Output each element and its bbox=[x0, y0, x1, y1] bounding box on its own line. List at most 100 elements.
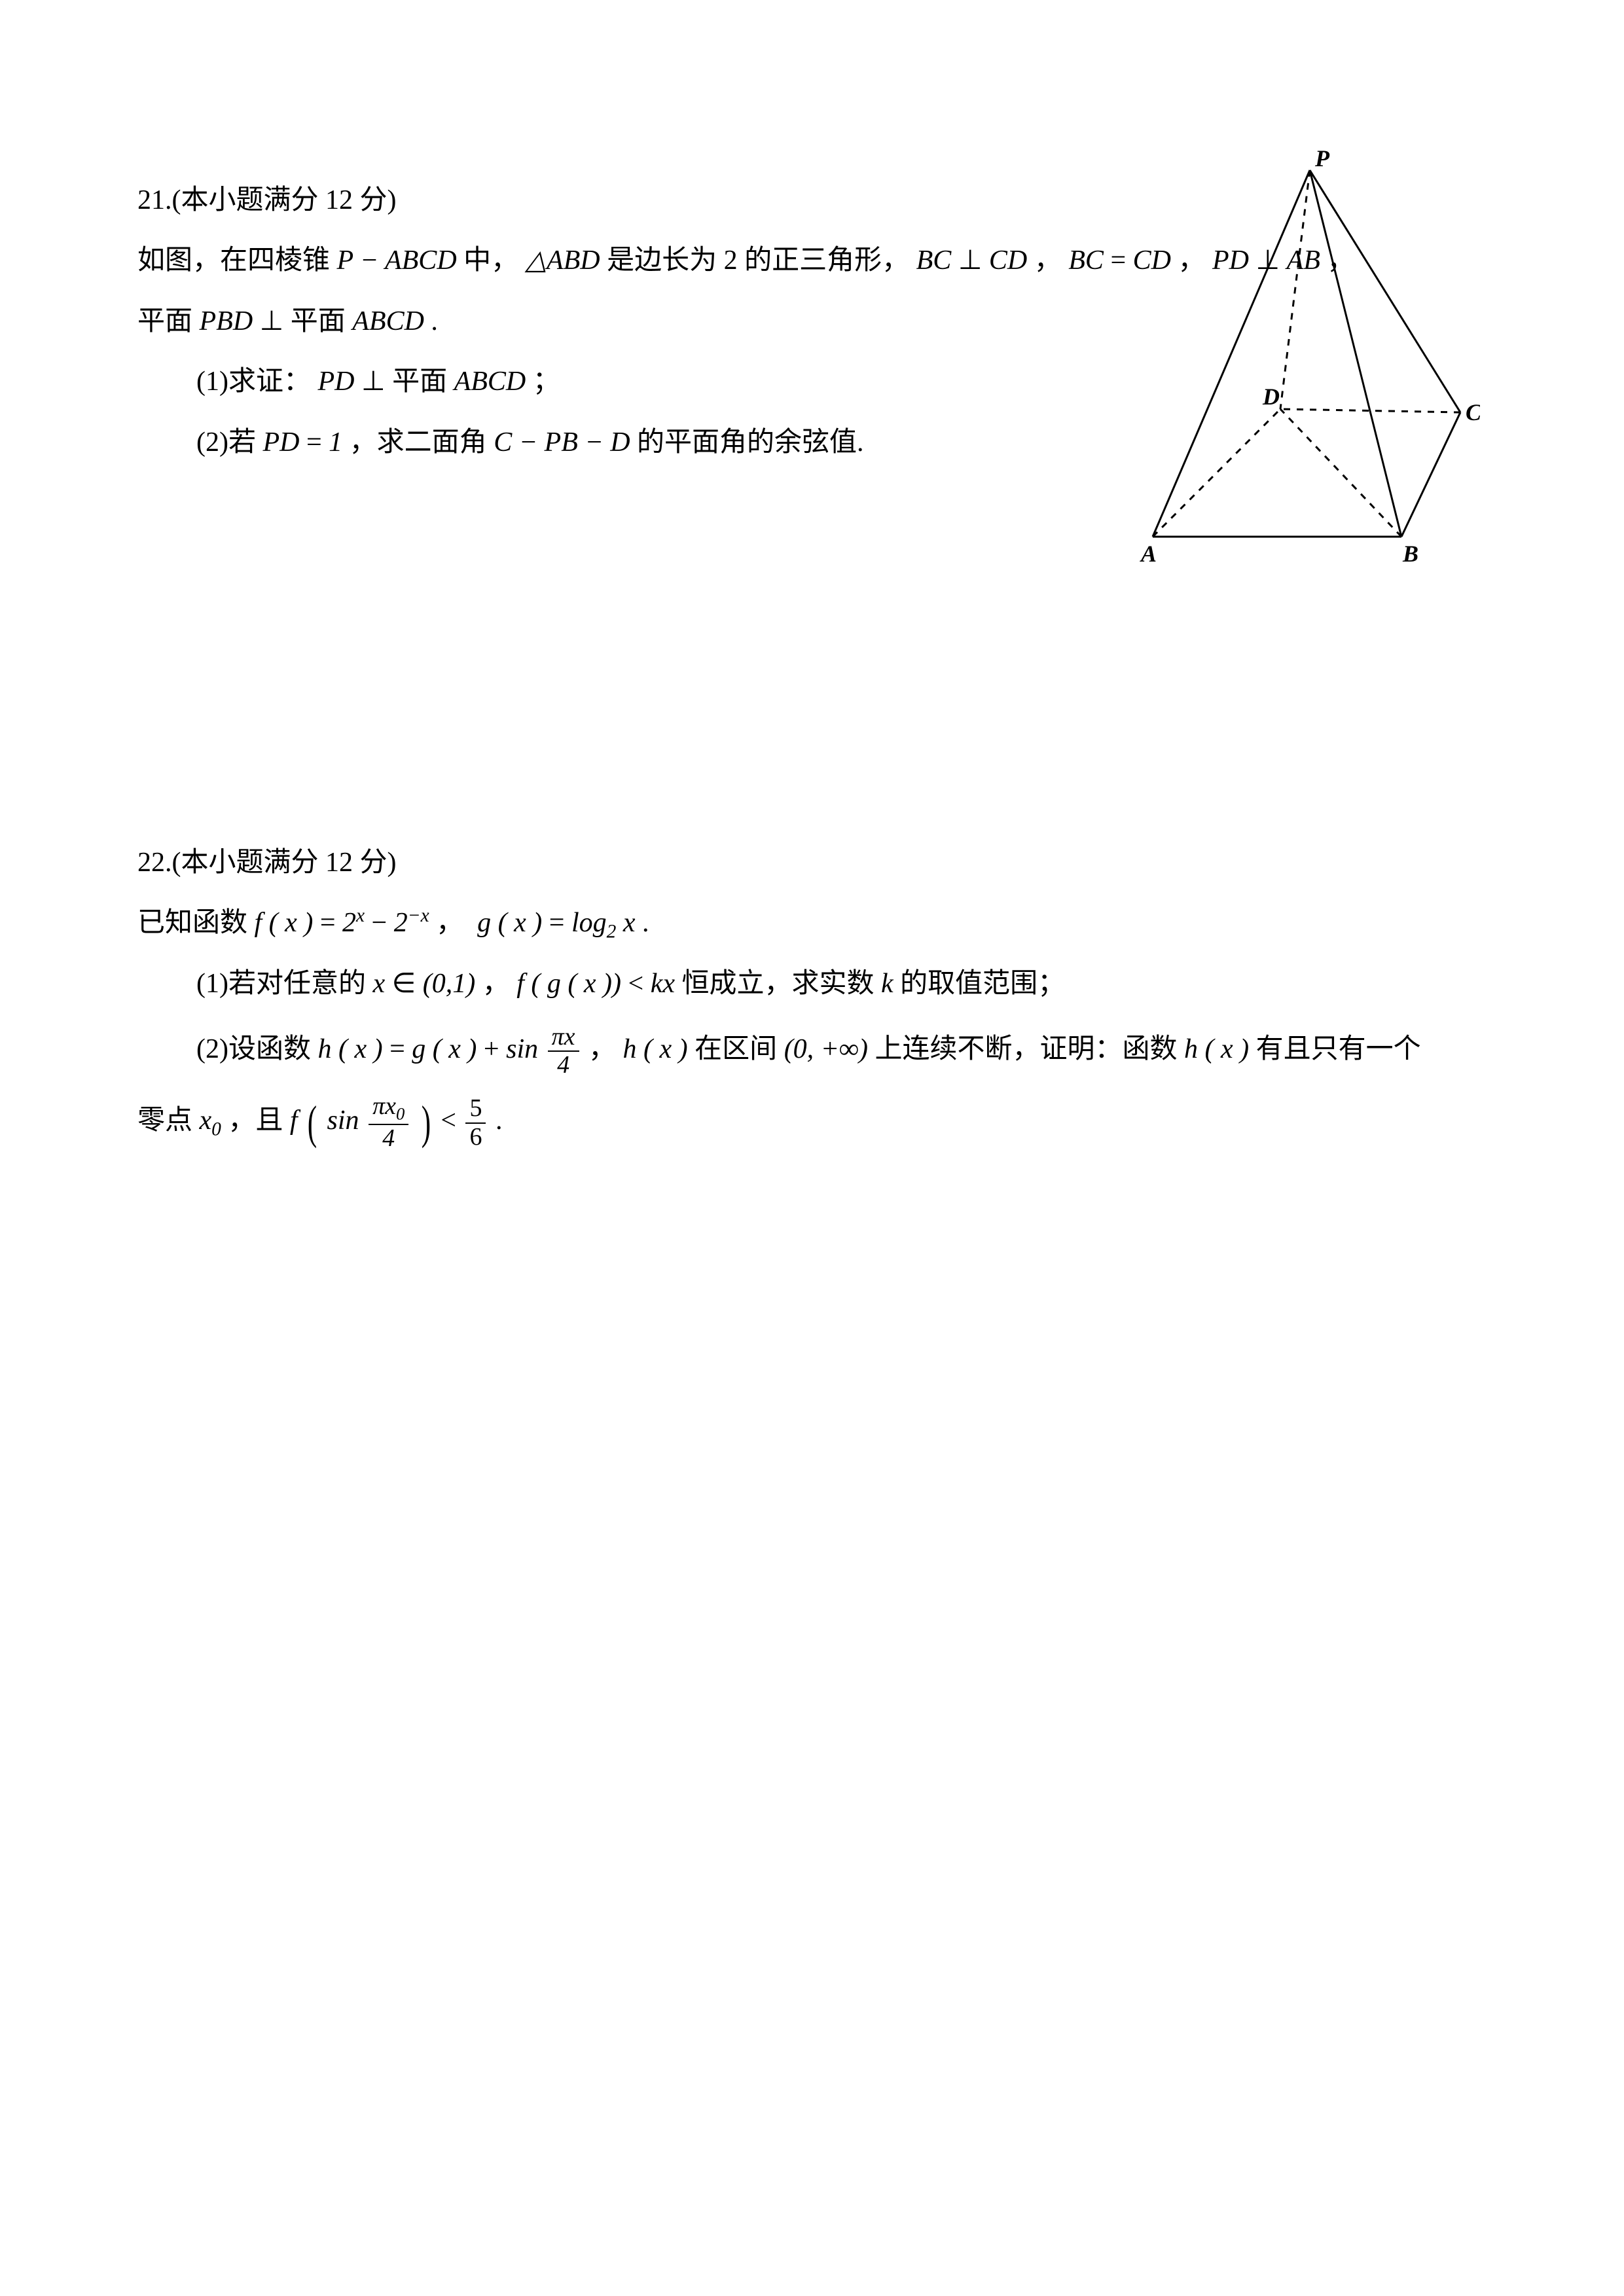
text: 如图，在四棱锥 bbox=[137, 245, 337, 276]
perp-symbol: ⊥ bbox=[361, 367, 392, 397]
text: ， bbox=[1034, 245, 1062, 276]
text: 在区间 bbox=[695, 1034, 784, 1064]
sin: sin bbox=[506, 1034, 538, 1064]
p22-q2-line1: (2)设函数 h ( x ) = g ( x ) + sin πx 4 ， h … bbox=[137, 1014, 1487, 1085]
p22-q2-line2: 零点 x0 ，且 f ( sin πx0 4 ) < 5 6 . bbox=[137, 1085, 1487, 1157]
text: ，且 bbox=[228, 1105, 290, 1136]
log-base: 2 bbox=[607, 922, 617, 942]
plane: PBD bbox=[200, 306, 253, 336]
x0: x bbox=[200, 1105, 212, 1136]
edge-bd bbox=[1280, 409, 1401, 537]
eq-symbol: = bbox=[549, 908, 571, 938]
text: 中， bbox=[463, 245, 518, 276]
plane: ABCD bbox=[454, 367, 526, 397]
eq-symbol: = bbox=[306, 427, 329, 457]
h-lhs: h ( x ) bbox=[317, 1034, 382, 1064]
text: 已知函数 bbox=[137, 908, 255, 938]
lt-symbol: < bbox=[628, 969, 651, 999]
text: 上连续不断，证明：函数 bbox=[875, 1034, 1184, 1064]
denominator: 6 bbox=[465, 1124, 486, 1151]
lhs: f ( g ( x )) bbox=[516, 969, 621, 999]
text: (1)求证： bbox=[196, 367, 311, 397]
label-a: A bbox=[1140, 541, 1157, 567]
text: ， bbox=[588, 1034, 616, 1064]
pyramid-name: P − ABCD bbox=[337, 245, 457, 276]
edge-pb bbox=[1310, 170, 1401, 537]
exp: −x bbox=[408, 905, 429, 926]
var: x bbox=[372, 969, 385, 999]
p22-header: 22.(本小题满分 12 分) bbox=[137, 833, 1487, 893]
big-rparen: ) bbox=[422, 1104, 431, 1142]
lt-symbol: < bbox=[441, 1105, 463, 1136]
text: 的取值范围； bbox=[900, 969, 1065, 999]
pyramid-figure: P A B C D bbox=[1113, 151, 1480, 569]
fraction: 5 6 bbox=[465, 1095, 486, 1151]
dihedral: C − PB − D bbox=[494, 427, 630, 457]
rhs: kx bbox=[651, 969, 675, 999]
numerator: 5 bbox=[465, 1095, 486, 1124]
edge-bc bbox=[1401, 412, 1460, 537]
big-lparen: ( bbox=[308, 1104, 317, 1142]
text: ⊥ 平面 bbox=[260, 306, 353, 336]
fraction: πx 4 bbox=[548, 1024, 579, 1080]
seg: BC bbox=[1068, 245, 1104, 276]
label-c: C bbox=[1466, 399, 1480, 425]
var-k: k bbox=[881, 969, 893, 999]
f-label: f bbox=[290, 1105, 298, 1136]
perp-symbol: ⊥ bbox=[958, 245, 989, 276]
text: (2)若 bbox=[196, 427, 262, 457]
plus: + bbox=[484, 1034, 506, 1064]
seg: BC bbox=[916, 245, 952, 276]
triangle-abd: △ABD bbox=[526, 245, 600, 276]
problem-21: 21.(本小题满分 12 分) 如图，在四棱锥 P − ABCD 中， △ABD… bbox=[137, 170, 1487, 473]
text: 是边长为 2 的正三角形， bbox=[607, 245, 909, 276]
text: 零点 bbox=[137, 1105, 200, 1136]
text: 平面 bbox=[137, 306, 200, 336]
log: log bbox=[571, 908, 607, 938]
g-x: g ( x ) bbox=[412, 1034, 477, 1064]
text: ，求二面角 bbox=[350, 427, 494, 457]
h-x: h ( x ) bbox=[1184, 1034, 1249, 1064]
denominator: 4 bbox=[548, 1052, 579, 1079]
label-d: D bbox=[1262, 384, 1280, 410]
text: ， bbox=[436, 908, 471, 938]
h-x: h ( x ) bbox=[623, 1034, 688, 1064]
text: . bbox=[642, 908, 649, 938]
edge-pc bbox=[1310, 170, 1460, 412]
text: (1)若对任意的 bbox=[196, 969, 372, 999]
plane: ABCD bbox=[352, 306, 424, 336]
set: (0,1) bbox=[423, 969, 475, 999]
seg: PD bbox=[262, 427, 299, 457]
in-symbol: ∈ bbox=[392, 969, 423, 999]
seg: PD bbox=[317, 367, 354, 397]
p22-q1: (1)若对任意的 x ∈ (0,1) ， f ( g ( x )) < kx 恒… bbox=[137, 954, 1487, 1014]
eq-symbol: = bbox=[389, 1034, 412, 1064]
edge-ad bbox=[1153, 409, 1280, 537]
text: . bbox=[431, 306, 438, 336]
log-arg: x bbox=[623, 908, 636, 938]
interval: (0, +∞) bbox=[784, 1034, 868, 1064]
eq-symbol: = bbox=[320, 908, 342, 938]
problem-22: 22.(本小题满分 12 分) 已知函数 f ( x ) = 2x − 2−x … bbox=[137, 833, 1487, 1157]
f-lhs: f ( x ) bbox=[255, 908, 314, 938]
denominator: 4 bbox=[369, 1125, 408, 1153]
sin: sin bbox=[327, 1105, 359, 1136]
text: ， bbox=[482, 969, 510, 999]
base: 2 bbox=[342, 908, 356, 938]
g-lhs: g ( x ) bbox=[477, 908, 542, 938]
seg: CD bbox=[989, 245, 1027, 276]
text: 有且只有一个 bbox=[1256, 1034, 1421, 1064]
numerator: πx0 bbox=[369, 1093, 408, 1125]
exp: x bbox=[356, 905, 365, 926]
text: 平面 bbox=[392, 367, 454, 397]
fraction: πx0 4 bbox=[369, 1093, 408, 1153]
label-p: P bbox=[1314, 151, 1330, 171]
text: ； bbox=[533, 367, 560, 397]
x0-sub: 0 bbox=[211, 1119, 221, 1140]
p22-stem: 已知函数 f ( x ) = 2x − 2−x ， g ( x ) = log2… bbox=[137, 893, 1487, 953]
base: 2 bbox=[394, 908, 408, 938]
val: 1 bbox=[329, 427, 342, 457]
text: (2)设函数 bbox=[196, 1034, 317, 1064]
text: 恒成立，求实数 bbox=[681, 969, 881, 999]
numerator: πx bbox=[548, 1024, 579, 1052]
